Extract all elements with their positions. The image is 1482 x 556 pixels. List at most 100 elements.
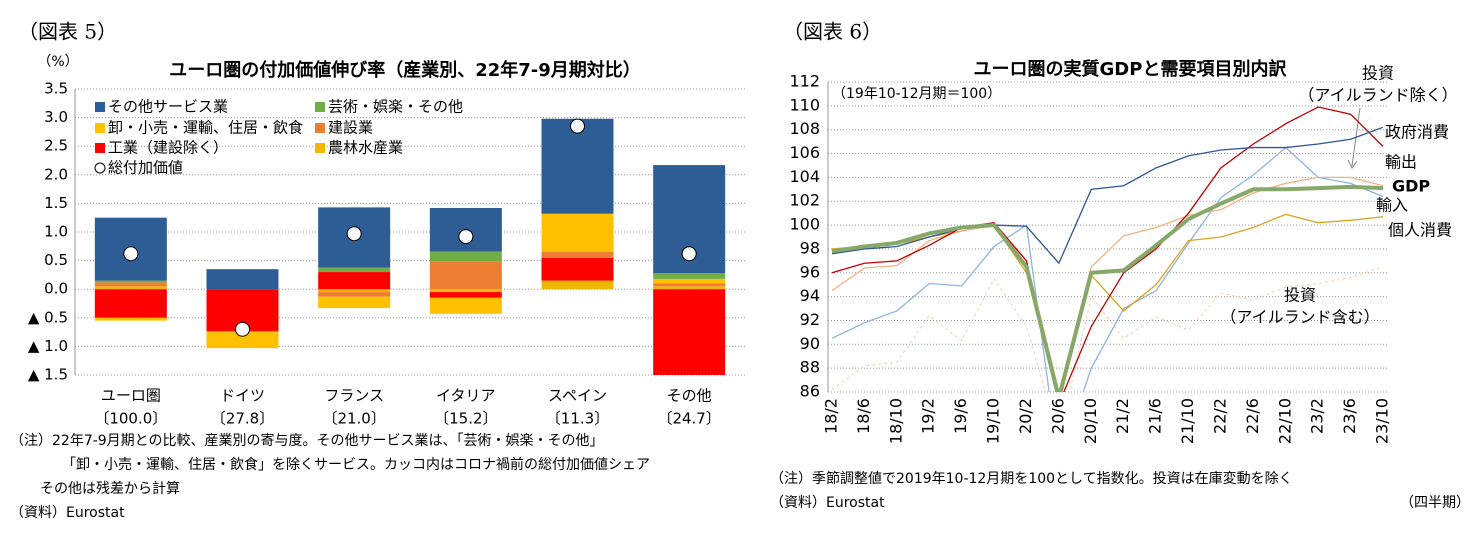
line bbox=[831, 106, 1384, 392]
x-tick-label: 23/2 bbox=[1308, 398, 1327, 434]
y-tick-label: 100 bbox=[789, 215, 820, 234]
x-tick-sublabel: 〔100.0〕 bbox=[94, 410, 167, 428]
series-label: 投資 bbox=[1362, 64, 1394, 83]
bar-segment bbox=[318, 289, 391, 293]
y-tick-label: 104 bbox=[789, 167, 820, 186]
total-marker bbox=[570, 118, 585, 134]
x-tick-sublabel: 〔15.2〕 bbox=[434, 410, 497, 428]
y-tick-label: ▲ 1.5 bbox=[28, 366, 68, 384]
total-marker bbox=[235, 321, 250, 337]
x-tick-label: 23/6 bbox=[1340, 398, 1359, 434]
bar-segment bbox=[429, 292, 502, 298]
total-marker bbox=[681, 246, 697, 262]
y-tick-label: 1.0 bbox=[44, 223, 68, 241]
figure-label: （図表 5） bbox=[18, 20, 117, 44]
bar-segment bbox=[653, 278, 726, 284]
bar-segment bbox=[429, 289, 502, 293]
y-tick-label: 88 bbox=[800, 358, 820, 377]
series-label: 輸入 bbox=[1376, 196, 1408, 215]
y-tick-label: 2.0 bbox=[44, 165, 68, 183]
series-label: 個人消費 bbox=[1388, 221, 1452, 240]
series-sublabel: （アイルランド含む） bbox=[1220, 308, 1379, 327]
x-unit: （四半期） bbox=[1400, 495, 1470, 511]
x-tick-label: 21/2 bbox=[1113, 398, 1132, 434]
x-tick-label: ユーロ圏 bbox=[101, 387, 161, 405]
legend-swatch bbox=[315, 123, 325, 133]
bar-segment bbox=[94, 280, 167, 283]
bar-segment bbox=[206, 332, 279, 349]
x-tick-sublabel: 〔27.8〕 bbox=[211, 410, 274, 428]
x-tick-label: 22/6 bbox=[1243, 398, 1262, 434]
x-tick-label: 18/2 bbox=[822, 398, 841, 434]
y-tick-label: 0.5 bbox=[44, 251, 68, 269]
y-tick-label: 112 bbox=[789, 72, 820, 91]
legend-marker bbox=[94, 162, 106, 174]
bar-segment bbox=[94, 286, 167, 290]
line bbox=[831, 176, 1384, 392]
legend-swatch bbox=[95, 102, 105, 112]
legend-label: 建設業 bbox=[328, 119, 373, 137]
y-tick-label: 96 bbox=[800, 262, 820, 281]
source: （資料）Eurostat bbox=[10, 505, 125, 521]
bar-segment bbox=[653, 289, 726, 375]
x-tick-label: 22/2 bbox=[1210, 398, 1229, 434]
line bbox=[831, 266, 1384, 392]
x-tick-label: 20/2 bbox=[1016, 398, 1035, 434]
y-tick-label: 108 bbox=[789, 119, 820, 138]
bar-segment bbox=[653, 286, 726, 290]
x-tick-label: その他 bbox=[667, 387, 712, 405]
x-tick-sublabel: 〔11.3〕 bbox=[546, 410, 609, 428]
bar-segment bbox=[653, 283, 726, 287]
y-tick-label: 106 bbox=[789, 143, 820, 162]
x-tick-label: 19/6 bbox=[951, 398, 970, 434]
series-label: 投資 bbox=[1284, 286, 1316, 305]
bar-segment bbox=[429, 261, 502, 290]
chart-title: ユーロ圏の実質GDPと需要項目別内訳 bbox=[974, 58, 1288, 80]
figure-label: （図表 6） bbox=[783, 20, 882, 44]
subtitle: （19年10-12月期＝100） bbox=[832, 86, 1001, 102]
bar-segment bbox=[541, 280, 614, 290]
legend-swatch bbox=[95, 143, 105, 153]
line bbox=[831, 184, 1384, 392]
bar-segment bbox=[318, 272, 391, 290]
y-tick-label: 0.0 bbox=[44, 280, 68, 298]
x-tick-label: イタリア bbox=[436, 387, 495, 405]
bar-segment bbox=[94, 282, 167, 287]
bar-segment bbox=[541, 213, 614, 253]
y-tick-label: 98 bbox=[800, 238, 820, 257]
bar-segment bbox=[318, 292, 391, 297]
bar-segment bbox=[541, 252, 614, 258]
x-tick-label: 19/2 bbox=[919, 398, 938, 434]
bar-segment bbox=[541, 257, 614, 281]
series-label: GDP bbox=[1392, 177, 1430, 196]
bar-segment bbox=[429, 251, 502, 262]
bar-segment bbox=[94, 289, 167, 318]
legend-swatch bbox=[95, 123, 105, 133]
y-tick-label: 3.5 bbox=[44, 80, 68, 98]
x-tick-label: 18/6 bbox=[854, 398, 873, 434]
bar-segment bbox=[541, 118, 614, 214]
y-tick-label: 90 bbox=[800, 334, 820, 353]
note: （注）季節調整値で2019年10-12月期を100として指数化。投資は在庫変動を… bbox=[770, 470, 1293, 487]
bar-segment bbox=[653, 273, 726, 279]
note: その他は残差から計算 bbox=[40, 481, 180, 497]
series-label: 政府消費 bbox=[1385, 123, 1449, 142]
y-tick-label: 2.5 bbox=[44, 137, 68, 155]
plot-area bbox=[831, 106, 1384, 392]
y-tick-label: 110 bbox=[789, 95, 820, 114]
y-tick-label: ▲ 0.5 bbox=[28, 308, 68, 326]
arrow-head bbox=[1347, 159, 1358, 169]
bar-segment bbox=[94, 317, 167, 321]
total-marker bbox=[123, 246, 139, 262]
x-tick-label: 19/10 bbox=[984, 398, 1003, 444]
x-tick-label: 21/6 bbox=[1146, 398, 1165, 434]
series-label: 輸出 bbox=[1385, 153, 1417, 172]
legend-label: 工業（建設除く） bbox=[108, 139, 228, 157]
total-marker bbox=[458, 229, 474, 245]
source: （資料）Eurostat bbox=[770, 495, 885, 511]
legend-swatch bbox=[315, 102, 325, 112]
legend-label: 卸・小売・運輸、住居・飲食 bbox=[108, 119, 303, 137]
x-tick-sublabel: 〔24.7〕 bbox=[657, 410, 720, 428]
legend-label: その他サービス業 bbox=[108, 98, 228, 116]
